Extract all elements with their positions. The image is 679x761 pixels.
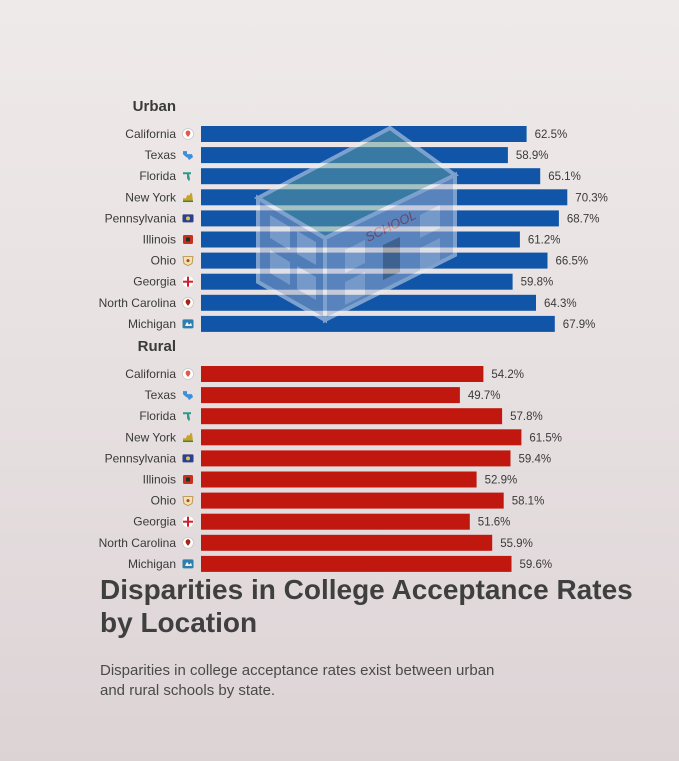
data-label: 58.9% xyxy=(516,150,549,162)
data-label: 67.9% xyxy=(563,319,596,331)
data-label: 54.2% xyxy=(491,369,524,381)
category-label: Michigan xyxy=(128,317,176,331)
bar-urban xyxy=(201,126,527,142)
category-label: New York xyxy=(125,190,177,204)
north-carolina-pin-icon xyxy=(182,296,194,309)
bar-rural xyxy=(201,471,477,488)
bar-urban xyxy=(201,315,555,332)
new-york-icon xyxy=(183,193,193,203)
data-label: 51.6% xyxy=(478,517,511,529)
bar-rural xyxy=(201,492,504,509)
chart-title: Disparities in College Acceptance Rates … xyxy=(100,574,633,638)
michigan-icon xyxy=(182,319,194,329)
category-label: Michigan xyxy=(128,557,176,571)
map-pin-icon xyxy=(182,128,194,140)
north-carolina-pin-icon xyxy=(182,536,194,549)
data-label: 61.2% xyxy=(528,235,561,247)
chart-subtitle: Disparities in college acceptance rates … xyxy=(100,662,495,699)
bar-rural xyxy=(201,366,484,382)
bar-rural xyxy=(201,534,493,551)
data-label: 66.5% xyxy=(556,256,589,268)
data-label: 59.4% xyxy=(519,453,552,465)
data-label: 61.5% xyxy=(529,432,562,444)
map-pin-icon xyxy=(182,368,194,380)
georgia-cross-icon xyxy=(182,516,194,528)
bar-rural xyxy=(201,513,470,530)
new-york-icon xyxy=(183,433,193,443)
category-label: Florida xyxy=(139,169,176,183)
category-label: California xyxy=(125,127,176,141)
data-label: 58.1% xyxy=(512,496,545,508)
data-label: 55.9% xyxy=(500,538,533,550)
series-header-urban: Urban xyxy=(133,98,176,115)
category-label: California xyxy=(125,367,176,381)
illinois-icon xyxy=(183,235,193,244)
ohio-icon xyxy=(182,256,194,267)
category-label: North Carolina xyxy=(99,296,177,310)
category-label: Ohio xyxy=(151,254,177,268)
florida-icon xyxy=(183,172,191,182)
category-label: Florida xyxy=(139,409,176,423)
category-label: Georgia xyxy=(133,515,176,529)
florida-icon xyxy=(183,412,191,422)
data-label: 68.7% xyxy=(567,213,600,225)
pennsylvania-flag-icon xyxy=(182,214,194,223)
michigan-icon xyxy=(182,559,194,569)
data-label: 62.5% xyxy=(535,129,568,141)
school-building-icon: SCHOOL xyxy=(253,125,459,324)
category-label: Illinois xyxy=(143,473,176,487)
data-label: 52.9% xyxy=(485,475,518,487)
category-label: North Carolina xyxy=(99,536,177,550)
illinois-icon xyxy=(183,475,193,484)
data-label: 64.3% xyxy=(544,298,577,310)
bar-rural xyxy=(201,450,511,467)
bar-rural xyxy=(201,387,460,404)
data-label: 49.7% xyxy=(468,390,501,402)
category-label: Texas xyxy=(145,148,176,162)
texas-icon xyxy=(183,391,193,401)
texas-icon xyxy=(183,151,193,161)
bar-rural xyxy=(201,429,522,446)
data-label: 65.1% xyxy=(548,171,581,183)
pennsylvania-flag-icon xyxy=(182,454,194,463)
category-label: New York xyxy=(125,430,177,444)
data-label: 59.6% xyxy=(520,559,553,571)
category-label: Pennsylvania xyxy=(105,211,177,225)
category-label: Pennsylvania xyxy=(105,451,177,465)
georgia-cross-icon xyxy=(182,276,194,288)
data-label: 70.3% xyxy=(575,192,608,204)
category-label: Texas xyxy=(145,388,176,402)
category-label: Illinois xyxy=(143,233,176,247)
category-label: Georgia xyxy=(133,275,176,289)
ohio-icon xyxy=(182,496,194,507)
bar-rural xyxy=(201,408,503,425)
data-label: 57.8% xyxy=(510,411,543,423)
category-label: Ohio xyxy=(151,494,177,508)
data-label: 59.8% xyxy=(521,277,554,289)
bar-rural xyxy=(201,555,512,572)
series-header-rural: Rural xyxy=(138,338,176,355)
